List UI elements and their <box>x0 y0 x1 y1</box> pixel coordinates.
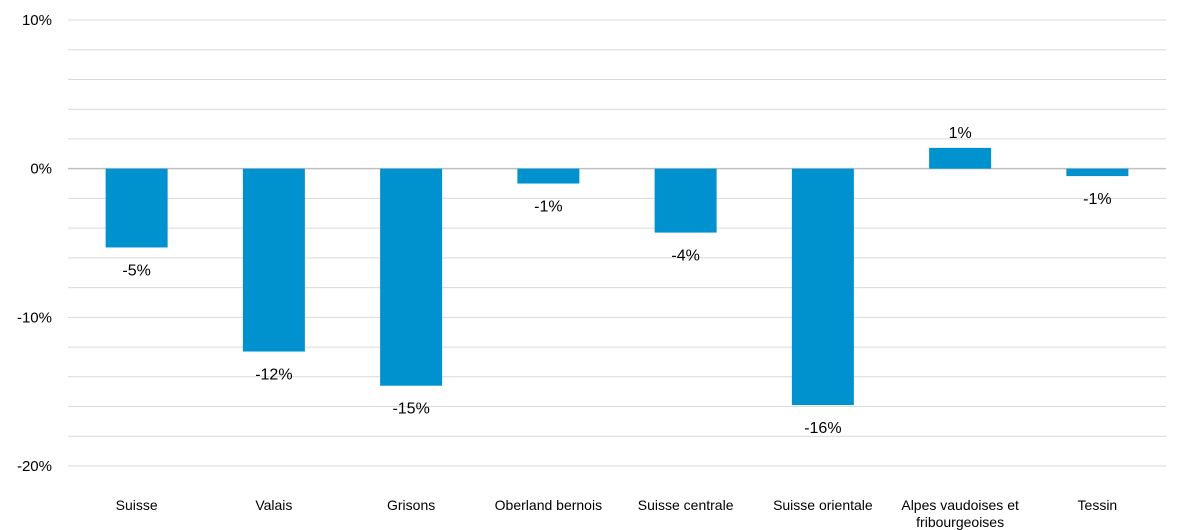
data-label: -15% <box>392 401 429 418</box>
bar <box>929 147 992 169</box>
bar <box>517 168 580 184</box>
bar <box>105 168 168 248</box>
data-label: 1% <box>949 125 972 142</box>
bars <box>105 147 1129 406</box>
category-label: Suisse orientale <box>773 497 873 513</box>
category-labels: Suisse Valais Grisons Oberland bernois Suiss… <box>116 497 1118 530</box>
y-tick-label: 0% <box>30 161 52 178</box>
gridlines <box>68 19 1166 467</box>
data-label: -1% <box>534 199 562 216</box>
y-tick-label: -10% <box>17 309 52 326</box>
category-label: Suisse centrale <box>638 497 734 513</box>
category-label: Tessin <box>1078 497 1118 513</box>
data-label: -16% <box>804 420 841 437</box>
data-label: -12% <box>255 367 292 384</box>
y-tick-label: 10% <box>22 12 52 29</box>
category-label: Valais <box>255 497 292 513</box>
y-axis-tick-labels: 10% 0% -10% -20% <box>17 12 52 475</box>
data-labels: -5% -12% -15% -1% -4% -16% 1% -1% <box>122 125 1111 437</box>
category-label: Grisons <box>387 497 435 513</box>
data-label: -5% <box>122 262 150 279</box>
bar <box>654 168 717 233</box>
bar <box>242 168 305 352</box>
bar <box>380 168 443 386</box>
bar <box>791 168 854 406</box>
category-label: Suisse <box>116 497 158 513</box>
bar <box>1066 168 1129 177</box>
category-label: Oberland bernois <box>495 497 602 513</box>
y-tick-label: -20% <box>17 458 52 475</box>
data-label: -1% <box>1083 191 1111 208</box>
data-label: -4% <box>671 248 699 265</box>
category-label: Alpes vaudoises et fribourgeoises <box>901 497 1019 530</box>
